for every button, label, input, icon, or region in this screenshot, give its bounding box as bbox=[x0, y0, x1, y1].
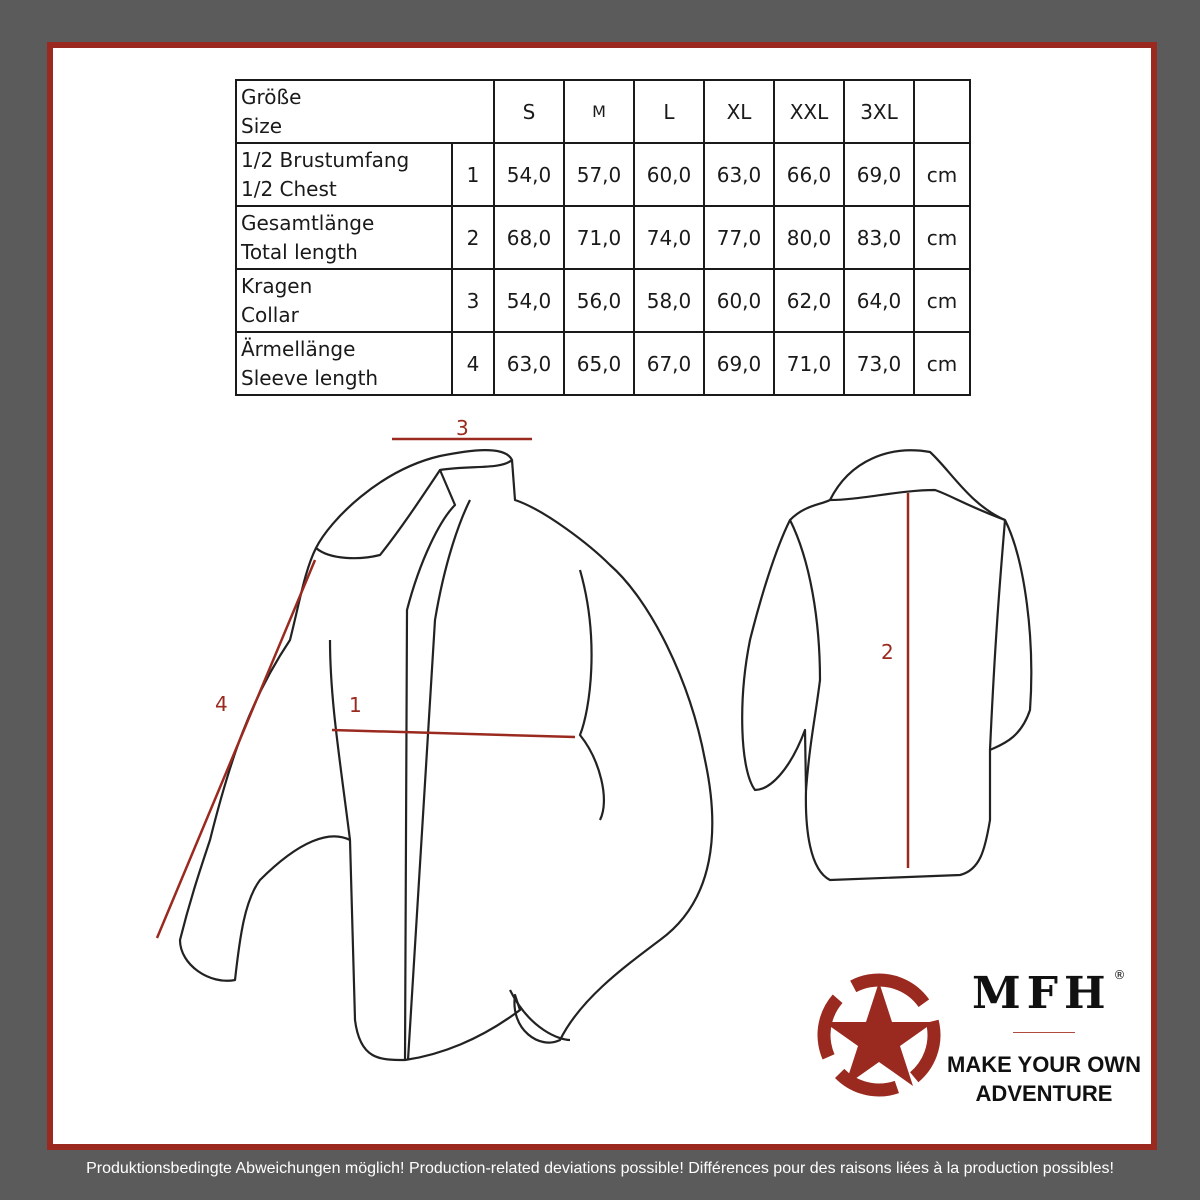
row-label-en: Total length bbox=[241, 239, 358, 264]
value-cell: 63,0 bbox=[703, 142, 775, 207]
row-label-en: Sleeve length bbox=[241, 365, 379, 390]
value-cell: 60,0 bbox=[633, 142, 705, 207]
value-cell: 65,0 bbox=[563, 331, 635, 396]
row-label: Kragen Collar bbox=[235, 268, 453, 333]
row-label-de: Gesamtlänge bbox=[241, 210, 375, 235]
row-label-de: Kragen bbox=[241, 273, 313, 298]
size-header: S bbox=[493, 79, 565, 144]
value-cell: 80,0 bbox=[773, 205, 845, 270]
table-header-row: Größe Size S M L XL XXL 3XL bbox=[235, 79, 971, 144]
measure-label-2: 2 bbox=[881, 640, 894, 664]
row-label: Ärmellänge Sleeve length bbox=[235, 331, 453, 396]
row-label: Gesamtlänge Total length bbox=[235, 205, 453, 270]
size-header: L bbox=[633, 79, 705, 144]
row-label-en: Collar bbox=[241, 302, 299, 327]
value-cell: 64,0 bbox=[843, 268, 915, 333]
brand-logo-text: MFH bbox=[972, 968, 1112, 1019]
measurement-lines bbox=[155, 437, 910, 939]
row-label-de: Ärmellänge bbox=[241, 336, 356, 361]
slogan-line: MAKE YOUR OWN bbox=[947, 1052, 1141, 1077]
table-row: Gesamtlänge Total length 2 68,0 71,0 74,0 77,0… bbox=[235, 205, 971, 270]
value-cell: 83,0 bbox=[843, 205, 915, 270]
value-cell: 74,0 bbox=[633, 205, 705, 270]
value-cell: 56,0 bbox=[563, 268, 635, 333]
table-row: Kragen Collar 3 54,0 56,0 58,0 60,0 62,0 64,0 cm bbox=[235, 268, 971, 333]
measure-label-3: 3 bbox=[456, 416, 469, 440]
size-label-de: Größe bbox=[241, 84, 302, 109]
row-label-de: 1/2 Brustumfang bbox=[241, 147, 410, 172]
unit-cell: cm bbox=[913, 205, 971, 270]
table-row: 1/2 Brustumfang 1/2 Chest 1 54,0 57,0 60,0 63,… bbox=[235, 142, 971, 207]
unit-cell: cm bbox=[913, 268, 971, 333]
slogan-line: ADVENTURE bbox=[975, 1081, 1113, 1106]
chest-measure-line bbox=[331, 728, 576, 739]
value-cell: 68,0 bbox=[493, 205, 565, 270]
table-row: Ärmellänge Sleeve length 4 63,0 65,0 67,0 69,0… bbox=[235, 331, 971, 396]
value-cell: 69,0 bbox=[843, 142, 915, 207]
row-label: 1/2 Brustumfang 1/2 Chest bbox=[235, 142, 453, 207]
value-cell: 54,0 bbox=[493, 142, 565, 207]
footer-disclaimer: Produktionsbedingte Abweichungen möglich… bbox=[86, 1160, 1114, 1177]
jacket-front-outline bbox=[178, 449, 714, 1062]
unit-header bbox=[913, 79, 971, 144]
jacket-back-outline bbox=[741, 449, 1033, 882]
value-cell: 62,0 bbox=[773, 268, 845, 333]
value-cell: 58,0 bbox=[633, 268, 705, 333]
row-label-en: 1/2 Chest bbox=[241, 176, 337, 201]
row-number: 4 bbox=[451, 331, 495, 396]
row-number: 3 bbox=[451, 268, 495, 333]
measure-label-4: 4 bbox=[215, 692, 228, 716]
value-cell: 67,0 bbox=[633, 331, 705, 396]
measure-label-1: 1 bbox=[349, 693, 362, 717]
unit-cell: cm bbox=[913, 331, 971, 396]
registered-mark: ® bbox=[1113, 968, 1126, 982]
unit-cell: cm bbox=[913, 142, 971, 207]
sleeve-measure-line bbox=[155, 559, 317, 939]
size-header: XXL bbox=[773, 79, 845, 144]
value-cell: 63,0 bbox=[493, 331, 565, 396]
size-label-en: Size bbox=[241, 113, 283, 138]
brand-logo: MFH ® bbox=[972, 968, 1126, 1020]
size-header: XL bbox=[703, 79, 775, 144]
row-number: 2 bbox=[451, 205, 495, 270]
value-cell: 57,0 bbox=[563, 142, 635, 207]
row-number: 1 bbox=[451, 142, 495, 207]
value-cell: 71,0 bbox=[563, 205, 635, 270]
value-cell: 73,0 bbox=[843, 331, 915, 396]
value-cell: 54,0 bbox=[493, 268, 565, 333]
value-cell: 71,0 bbox=[773, 331, 845, 396]
logo-divider bbox=[1013, 1032, 1075, 1033]
value-cell: 60,0 bbox=[703, 268, 775, 333]
size-header: 3XL bbox=[843, 79, 915, 144]
size-header: M bbox=[563, 79, 635, 144]
value-cell: 66,0 bbox=[773, 142, 845, 207]
size-table: Größe Size S M L XL XXL 3XL 1/2 Brustumfa… bbox=[235, 79, 971, 396]
size-label-cell: Größe Size bbox=[235, 79, 495, 144]
value-cell: 69,0 bbox=[703, 331, 775, 396]
value-cell: 77,0 bbox=[703, 205, 775, 270]
slogan: MAKE YOUR OWN ADVENTURE bbox=[940, 1050, 1148, 1108]
mfh-star-logo bbox=[817, 973, 941, 1097]
